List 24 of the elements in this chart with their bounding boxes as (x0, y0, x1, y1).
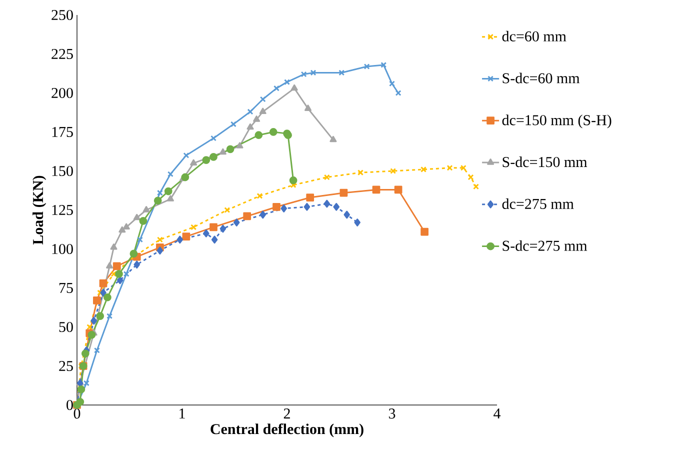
y-tick-label: 0 (66, 400, 73, 410)
y-tick-label: 125 (52, 204, 73, 216)
x-tick-label: 2 (284, 408, 290, 418)
x-tick-label: 3 (388, 408, 396, 419)
legend-label: S-dc=150 mm (502, 156, 588, 168)
y-tick-label: 75 (59, 283, 73, 293)
legend-label: S-dc=60 mm (502, 72, 580, 84)
y-tick-label: 175 (52, 126, 73, 138)
legend-label: dc=60 mm (502, 30, 566, 42)
y-tick-label: 200 (52, 88, 73, 98)
y-tick-label: 50 (59, 322, 73, 332)
legend-label: dc=150 mm (S-H) (502, 114, 612, 128)
y-tick-label: 225 (52, 48, 73, 60)
y-tick-label: 25 (59, 360, 73, 372)
x-tick-label: 1 (180, 408, 185, 418)
x-axis-title: Central deflection (mm) (210, 423, 364, 438)
x-tick-label: 0 (74, 408, 80, 419)
legend-label: S-dc=275 mm (502, 240, 588, 251)
y-tick-label: 250 (52, 10, 73, 20)
y-tick-label: 150 (52, 166, 73, 176)
y-tick-label: 100 (52, 244, 73, 254)
y-axis-title: Load (KN) (32, 176, 46, 245)
x-tick-label: 4 (494, 408, 501, 418)
legend-label: dc=275 mm (502, 198, 574, 209)
